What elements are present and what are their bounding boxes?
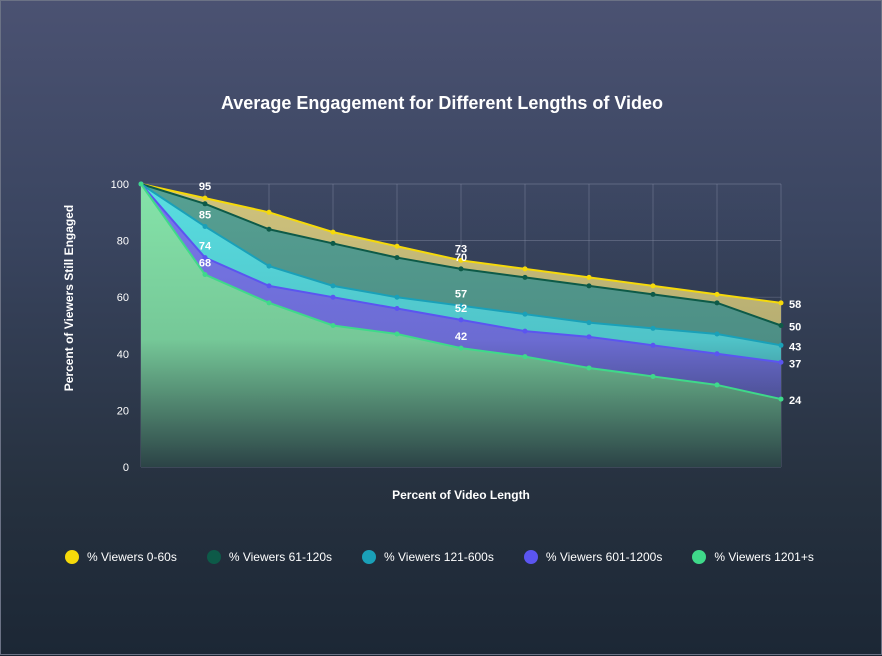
data-point: [458, 266, 464, 272]
data-point: [778, 323, 784, 328]
legend-swatch: [692, 550, 707, 564]
data-point: [202, 272, 208, 278]
data-point: [714, 382, 720, 388]
data-point: [586, 274, 592, 280]
y-tick-label: 40: [117, 349, 129, 361]
data-point: [714, 300, 720, 306]
data-point: [650, 283, 656, 289]
data-point: [266, 226, 272, 232]
data-point: [394, 331, 400, 337]
data-label: 58: [789, 299, 801, 311]
data-point: [458, 317, 464, 323]
legend-item: % Viewers 1201+s: [692, 550, 814, 564]
data-label: 57: [455, 289, 467, 301]
data-label: 52: [455, 303, 467, 315]
data-label: 73: [455, 243, 467, 255]
legend-item: % Viewers 601-1200s: [523, 550, 663, 564]
data-point: [330, 323, 336, 328]
data-point: [778, 300, 784, 306]
data-point: [650, 291, 656, 297]
data-label: 95: [199, 181, 211, 193]
data-point: [522, 274, 528, 280]
data-point: [714, 331, 720, 337]
data-point: [266, 263, 272, 269]
data-label: 24: [789, 395, 802, 407]
data-point: [714, 291, 720, 297]
legend-swatch: [523, 550, 538, 564]
data-label: 50: [789, 322, 801, 334]
data-point: [458, 345, 464, 351]
data-point: [586, 334, 592, 340]
data-label: 85: [199, 209, 211, 221]
legend-label: % Viewers 1201+s: [714, 550, 814, 564]
data-point: [778, 396, 784, 402]
data-point: [330, 240, 336, 246]
legend-label: % Viewers 61-120s: [228, 550, 332, 564]
data-point: [394, 243, 400, 249]
data-label: 43: [789, 341, 801, 353]
chart-title: Average Engagement for Different Lengths…: [220, 93, 664, 113]
data-point: [202, 223, 208, 229]
data-point: [778, 359, 784, 365]
y-tick-label: 60: [117, 292, 129, 304]
legend-swatch: [206, 550, 221, 564]
legend-label: % Viewers 601-1200s: [545, 550, 663, 564]
data-point: [330, 283, 336, 289]
data-point: [266, 283, 272, 289]
data-point: [330, 229, 336, 235]
data-point: [394, 255, 400, 261]
data-point: [394, 294, 400, 300]
data-point: [778, 342, 784, 348]
y-tick-label: 80: [117, 236, 129, 248]
data-point: [266, 209, 272, 215]
data-point: [522, 311, 528, 317]
data-point: [458, 257, 464, 263]
area-shade: [141, 184, 781, 467]
y-tick-label: 100: [111, 179, 129, 191]
legend-item: % Viewers 121-600s: [362, 550, 494, 564]
x-axis-label: Percent of Video Length: [392, 488, 530, 502]
legend-item: % Viewers 0-60s: [65, 550, 177, 564]
data-point: [138, 181, 144, 187]
data-label: 42: [455, 331, 467, 343]
data-point: [714, 351, 720, 357]
data-point: [202, 195, 208, 201]
legend-item: % Viewers 61-120s: [206, 550, 332, 564]
data-point: [202, 255, 208, 261]
y-tick-label: 0: [123, 462, 129, 474]
data-point: [522, 354, 528, 360]
data-label: 37: [789, 358, 801, 370]
data-label: 70: [455, 252, 467, 264]
data-point: [586, 365, 592, 371]
data-label: 74: [199, 241, 212, 253]
data-point: [522, 328, 528, 334]
data-point: [522, 266, 528, 272]
legend-label: % Viewers 121-600s: [384, 550, 494, 564]
data-point: [650, 373, 656, 379]
data-point: [650, 325, 656, 331]
legend: % Viewers 0-60s % Viewers 61-120s % Viewer…: [65, 550, 814, 564]
y-tick-label: 20: [117, 405, 129, 417]
data-point: [202, 201, 208, 207]
data-point: [586, 320, 592, 326]
data-point: [394, 306, 400, 312]
legend-label: % Viewers 0-60s: [87, 550, 177, 564]
data-point: [266, 300, 272, 306]
legend-swatch: [362, 550, 376, 564]
legend-swatch: [65, 550, 79, 564]
data-label: 68: [199, 258, 211, 270]
data-point: [586, 283, 592, 289]
data-point: [650, 342, 656, 348]
data-point: [458, 303, 464, 309]
data-point: [330, 294, 336, 300]
